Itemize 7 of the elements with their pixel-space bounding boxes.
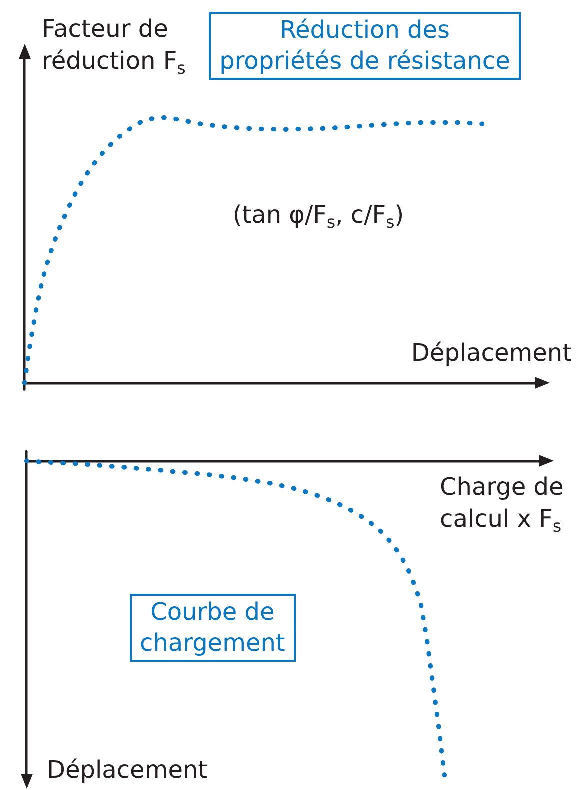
y-axis-title: Déplacement bbox=[47, 756, 209, 784]
x-axis-title: Déplacement bbox=[410, 338, 572, 369]
annotation: Courbe de chargement bbox=[130, 594, 296, 662]
annotation: (tan φ/F$_{s}$, c/F$_{s}$) bbox=[232, 200, 406, 232]
y-axis-title: Facteur de réduction F$_{s}$ bbox=[42, 14, 187, 78]
x-axis-title: Charge de calcul x F$_{s}$ bbox=[440, 472, 565, 536]
text: Réduction des propriétés de résistance bbox=[209, 12, 521, 80]
